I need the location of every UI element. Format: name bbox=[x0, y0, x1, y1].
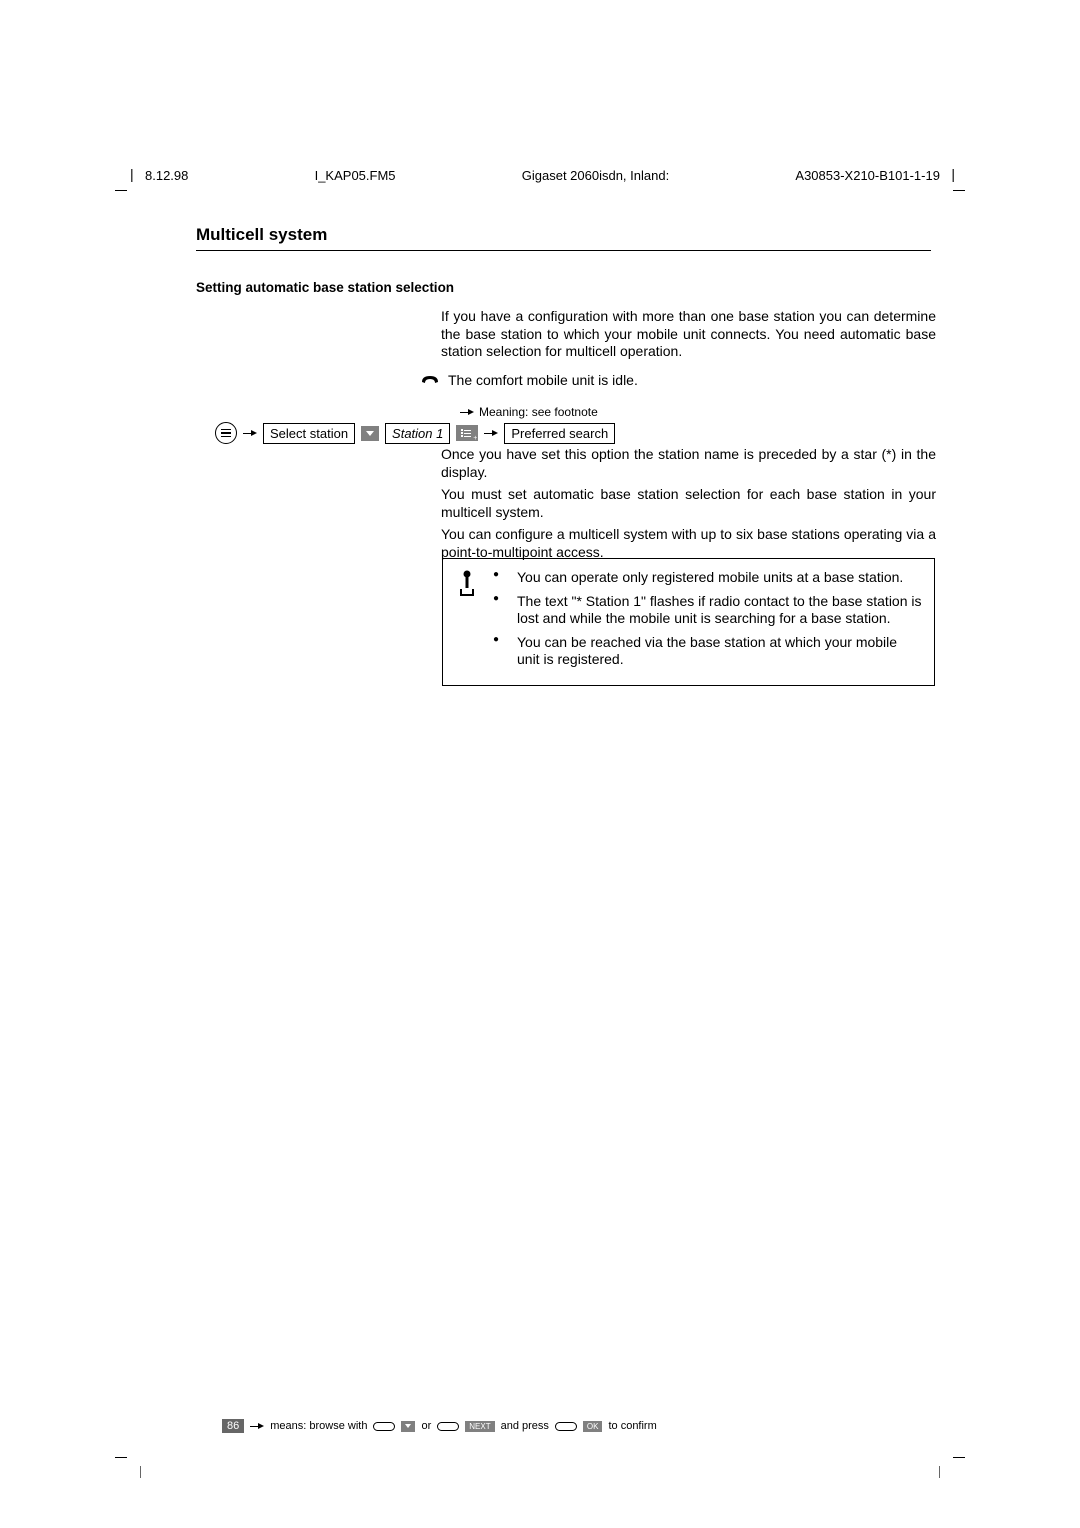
next-button-icon: NEXT bbox=[465, 1421, 494, 1432]
footer-andpress: and press bbox=[501, 1420, 549, 1432]
section-title: Multicell system bbox=[196, 225, 327, 245]
crop-mark bbox=[953, 190, 965, 191]
subsection-title: Setting automatic base station selection bbox=[196, 280, 454, 295]
intro-paragraph: If you have a configuration with more th… bbox=[441, 308, 936, 361]
page-number: 86 bbox=[222, 1419, 244, 1433]
footer-toconfirm: to confirm bbox=[608, 1420, 656, 1432]
idle-text: The comfort mobile unit is idle. bbox=[448, 372, 638, 388]
footnote-text: Meaning: see footnote bbox=[479, 405, 598, 419]
header-file: I_KAP05.FM5 bbox=[315, 168, 396, 183]
list-button-icon: + bbox=[456, 425, 478, 441]
paragraph-3: You can configure a multicell system wit… bbox=[441, 526, 936, 561]
crop-mark bbox=[115, 1457, 127, 1458]
info-bullet-3: You can be reached via the base station … bbox=[493, 634, 922, 669]
menu-button-icon bbox=[215, 422, 237, 444]
phone-hook-icon bbox=[420, 372, 440, 388]
footer-means: means: browse with bbox=[270, 1420, 367, 1432]
arrow-icon bbox=[243, 429, 257, 437]
header-device: Gigaset 2060isdn, Inland: bbox=[522, 168, 669, 183]
arrow-icon bbox=[250, 1422, 264, 1430]
crop-mark bbox=[115, 190, 127, 191]
info-box: You can operate only registered mobile u… bbox=[442, 558, 935, 686]
info-bullet-1: You can operate only registered mobile u… bbox=[493, 569, 922, 587]
title-underline bbox=[196, 250, 931, 251]
select-station-box: Select station bbox=[263, 423, 355, 444]
page-header: 8.12.98 I_KAP05.FM5 Gigaset 2060isdn, In… bbox=[145, 168, 940, 183]
ok-button-icon: OK bbox=[583, 1421, 603, 1432]
page-footer: 86 means: browse with or NEXT and press … bbox=[222, 1419, 657, 1433]
header-docnum: A30853-X210-B101-1-19 bbox=[795, 168, 940, 183]
crop-mark bbox=[953, 1457, 965, 1458]
footnote-row: Meaning: see footnote bbox=[460, 405, 598, 419]
arrow-icon bbox=[460, 408, 474, 416]
info-person-icon bbox=[455, 569, 479, 600]
down-arrow-button-icon bbox=[361, 426, 379, 441]
idle-row: The comfort mobile unit is idle. bbox=[420, 372, 638, 388]
header-date: 8.12.98 bbox=[145, 168, 188, 183]
crop-mark bbox=[939, 1466, 940, 1478]
arrow-icon bbox=[484, 429, 498, 437]
down-arrow-small-icon bbox=[401, 1421, 415, 1432]
paragraph-2: You must set automatic base station sele… bbox=[441, 486, 936, 521]
station1-box: Station 1 bbox=[385, 423, 450, 444]
menu-navigation-row: Select station Station 1 + Preferred sea… bbox=[215, 422, 615, 444]
crop-bracket-right: | bbox=[951, 166, 955, 182]
crop-mark bbox=[140, 1466, 141, 1478]
info-bullet-2: The text "* Station 1" flashes if radio … bbox=[493, 593, 922, 628]
crop-bracket-left: | bbox=[130, 166, 134, 182]
key-icon bbox=[555, 1422, 577, 1431]
paragraph-1: Once you have set this option the statio… bbox=[441, 446, 936, 481]
footer-or: or bbox=[421, 1420, 431, 1432]
preferred-search-box: Preferred search bbox=[504, 423, 615, 444]
key-icon bbox=[437, 1422, 459, 1431]
key-icon bbox=[373, 1422, 395, 1431]
